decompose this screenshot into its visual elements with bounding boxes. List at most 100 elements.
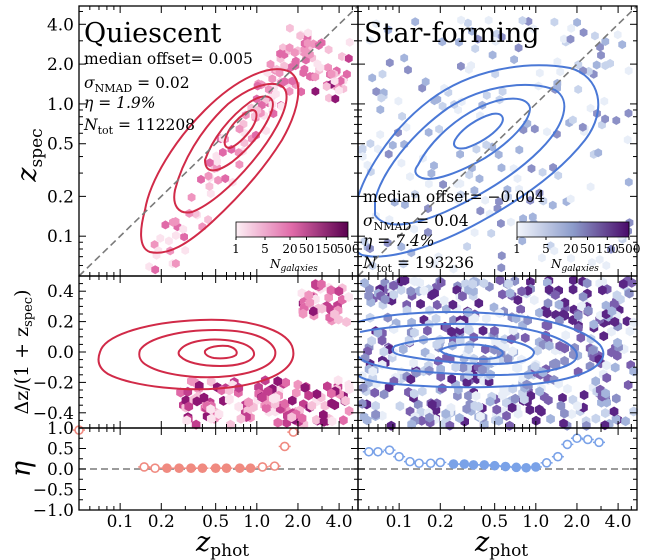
hexbin-quiescent: [206, 404, 215, 415]
eta-point: [245, 463, 256, 473]
hexbin-star-forming: [574, 84, 583, 94]
hexbin-star-forming: [430, 288, 439, 299]
y-tick-label: 4.0: [47, 15, 74, 35]
hexbin-quiescent: [345, 37, 354, 47]
hexbin-star-forming: [457, 15, 465, 25]
eta-point: [405, 456, 415, 467]
hexbin-star-forming: [431, 313, 441, 324]
hexbin-quiescent: [244, 397, 253, 408]
hexbin-quiescent: [343, 69, 351, 79]
hexbin-star-forming: [602, 372, 612, 383]
eta-point: [186, 463, 196, 473]
eta-point: [500, 461, 511, 472]
eta-point: [448, 459, 459, 469]
hexbin-star-forming: [474, 298, 484, 309]
hexbin-star-forming: [388, 140, 397, 150]
hexbin-star-forming: [419, 285, 429, 296]
hexbin-star-forming: [438, 101, 447, 111]
hexbin-star-forming: [437, 383, 447, 394]
hexbin-star-forming: [623, 380, 633, 390]
eta-point: [373, 446, 383, 457]
hexbin-star-forming: [497, 263, 506, 273]
hexbin-star-forming: [513, 174, 522, 184]
hexbin-quiescent: [330, 400, 340, 411]
hexbin-star-forming: [563, 383, 572, 394]
hexbin-quiescent: [324, 63, 332, 73]
hexbin-quiescent: [285, 86, 294, 96]
hexbin-quiescent: [342, 317, 351, 327]
hexbin-star-forming: [550, 246, 559, 256]
hexbin-star-forming: [613, 30, 622, 40]
hexbin-star-forming: [498, 390, 507, 401]
hexbin-quiescent: [324, 45, 333, 55]
hexbin-star-forming: [607, 244, 615, 254]
hexbin-star-forming: [503, 354, 513, 364]
hexbin-quiescent: [303, 38, 312, 48]
y-tick-label: 0.4: [47, 282, 74, 302]
hexbin-star-forming: [455, 37, 463, 47]
hexbin-star-forming: [588, 345, 598, 356]
hexbin-star-forming: [476, 411, 485, 422]
hexbin-star-forming: [500, 342, 510, 353]
hexbin-star-forming: [482, 90, 491, 100]
colorbar-tick-label: 150: [596, 242, 619, 256]
axis-ticks: [78, 6, 637, 511]
hexbin-star-forming: [374, 144, 382, 154]
hexbin-star-forming: [573, 401, 582, 411]
hexbin-star-forming: [601, 300, 611, 311]
hexbin-quiescent: [293, 379, 303, 390]
y-tick-label: 1.0: [47, 419, 74, 439]
hexbin-star-forming: [411, 17, 420, 27]
hexbin-star-forming: [360, 278, 369, 288]
hexbin-quiescent: [151, 265, 160, 275]
hexbin-quiescent: [187, 376, 196, 387]
y-tick-label: −0.4: [33, 404, 74, 424]
one-to-one-line-left: [79, 6, 358, 276]
hexbin-star-forming: [624, 108, 633, 118]
hexbin-star-forming: [385, 58, 394, 68]
hexbin-star-forming: [610, 362, 620, 373]
hexbin-quiescent: [280, 398, 290, 409]
hexbin-quiescent: [268, 74, 277, 84]
hexbin-quiescent: [219, 147, 227, 157]
hexbin-star-forming: [424, 227, 432, 237]
eta-point: [521, 462, 531, 473]
hexbin-star-forming: [447, 326, 456, 337]
colorbar-tick-label: 1: [513, 242, 521, 256]
hexbin-star-forming: [482, 140, 491, 150]
hexbin-star-forming: [435, 124, 443, 134]
hexbin-star-forming: [567, 409, 577, 420]
hexbin-star-forming: [515, 184, 523, 194]
hexbin-quiescent: [204, 171, 213, 181]
hexbin-quiescent: [331, 94, 340, 104]
hexbin-star-forming: [518, 236, 527, 246]
axis-tick-labels: 0.1 0.2 0.5 1.0 2.0 4.0 0.1 0.2 0.5 1.0 2.0 4.00.10…: [33, 15, 632, 532]
hexbin-star-forming: [368, 73, 377, 83]
hexbin-quiescent: [273, 417, 283, 428]
eta-point: [489, 460, 500, 471]
colorbar-tick-label: 50: [580, 242, 595, 256]
eta-point: [174, 463, 184, 473]
hexbin-quiescent: [212, 151, 221, 161]
hexbin-star-forming: [366, 244, 374, 254]
hexbin-quiescent: [320, 400, 330, 411]
hexbin-quiescent: [262, 403, 271, 414]
hexbin-star-forming: [398, 344, 408, 355]
hexbin-star-forming: [470, 400, 480, 411]
hexbin-star-forming: [413, 399, 423, 410]
colorbar-star-forming-label: Ngalaxies: [550, 257, 599, 274]
n-tot-quiescent: Ntot = 112208: [83, 116, 195, 137]
hexbin-quiescent: [288, 395, 297, 406]
median-offset-quiescent: median offset= 0.005: [84, 50, 253, 68]
hexbin-star-forming: [472, 144, 481, 154]
hexbin-star-forming: [389, 289, 399, 300]
hexbin-quiescent: [273, 376, 282, 387]
hexbin-star-forming: [465, 65, 473, 74]
hexbin-quiescent: [307, 400, 317, 411]
hexbin-star-forming: [468, 279, 477, 289]
hexbin-quiescent: [299, 68, 308, 78]
eta-point: [511, 462, 522, 473]
hexbin-star-forming: [364, 290, 373, 301]
hexbin-star-forming: [497, 251, 506, 261]
hexbin-quiescent: [281, 377, 290, 388]
